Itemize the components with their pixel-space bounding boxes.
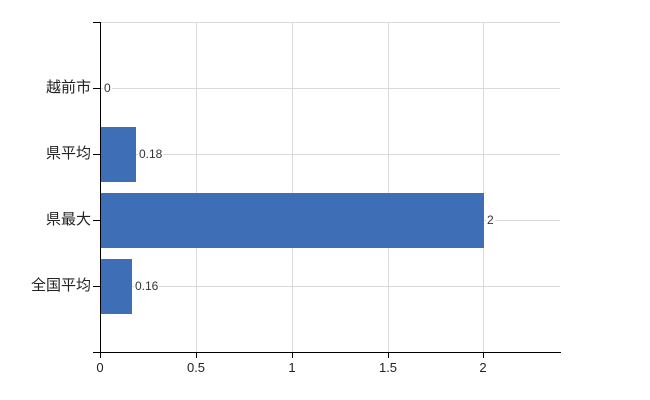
y-axis-tick [93, 352, 100, 353]
value-label: 0 [103, 81, 112, 95]
plot-top-border [100, 22, 560, 23]
category-label: 県平均 [45, 145, 91, 162]
x-tick-label: 1.5 [378, 360, 398, 375]
y-axis [100, 22, 101, 353]
gridline-vertical [292, 22, 293, 352]
gridline-vertical [196, 22, 197, 352]
x-tick-label: 0 [96, 360, 104, 375]
gridline-vertical [483, 22, 484, 352]
gridline-vertical [388, 22, 389, 352]
category-label: 越前市 [45, 79, 91, 96]
y-axis-tick [93, 22, 100, 23]
x-axis [93, 352, 561, 353]
value-label: 0.16 [134, 279, 160, 293]
gridline-horizontal [100, 88, 560, 89]
y-axis-tick [93, 286, 100, 287]
x-axis-tick [388, 352, 389, 358]
y-axis-tick [93, 154, 100, 155]
gridline-horizontal [100, 286, 560, 287]
value-label: 2 [486, 213, 495, 227]
x-tick-label: 0.5 [186, 360, 206, 375]
x-axis-tick [292, 352, 293, 358]
bar [101, 259, 132, 314]
x-axis-tick [196, 352, 197, 358]
gridline-horizontal [100, 154, 560, 155]
x-axis-tick [483, 352, 484, 358]
y-axis-tick [93, 220, 100, 221]
y-axis-tick [93, 88, 100, 89]
plot-area [100, 22, 560, 352]
category-label: 県最大 [45, 211, 91, 228]
x-tick-label: 2 [479, 360, 487, 375]
category-label: 全国平均 [30, 277, 91, 294]
bar [101, 127, 136, 182]
bar [101, 193, 484, 248]
value-label: 0.18 [138, 147, 164, 161]
x-axis-tick [100, 352, 101, 358]
x-tick-label: 1 [288, 360, 296, 375]
